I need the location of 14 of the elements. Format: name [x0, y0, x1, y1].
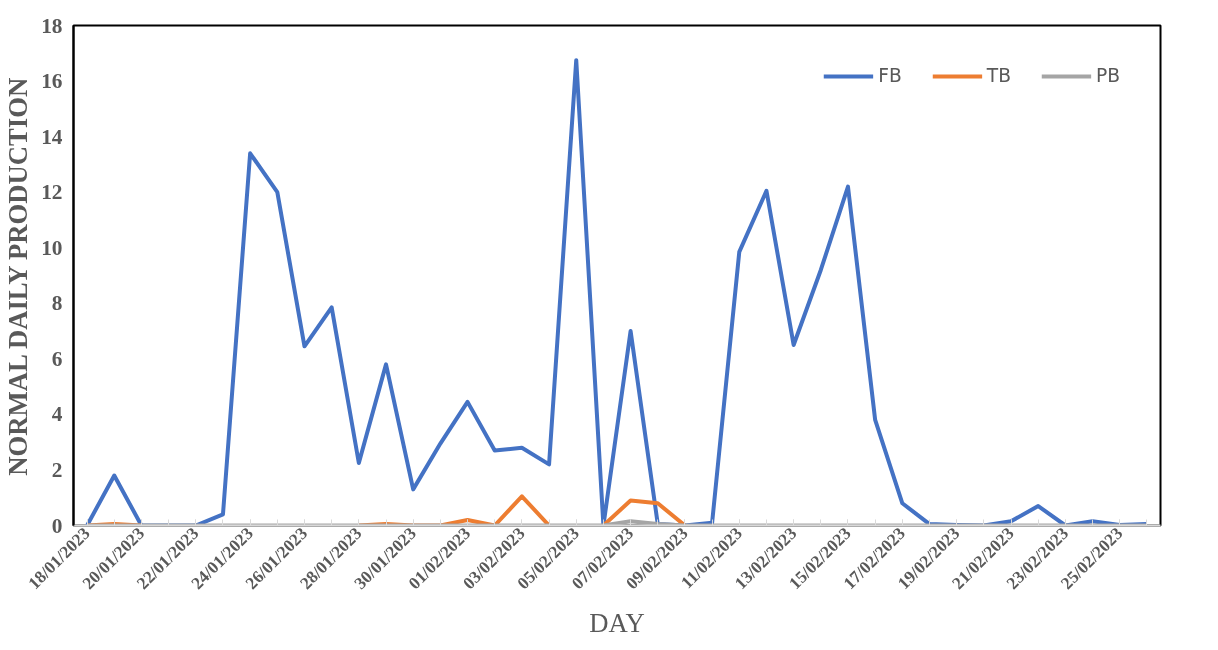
legend-label: TB: [986, 65, 1011, 86]
y-tick-label: 10: [41, 235, 63, 260]
x-axis-title: DAY: [589, 607, 645, 638]
legend-label: FB: [878, 65, 902, 86]
y-tick-label: 6: [51, 346, 63, 371]
y-tick-label: 18: [41, 13, 63, 38]
y-axis-title: NORMAL DAILY PRODUCTION: [3, 77, 34, 476]
legend-label: PB: [1095, 65, 1120, 86]
y-tick-label: 16: [41, 69, 63, 94]
y-tick-label: 2: [51, 457, 63, 482]
y-tick-label: 4: [51, 402, 63, 427]
y-tick-label: 8: [51, 291, 63, 316]
y-tick-label: 14: [41, 124, 63, 149]
y-tick-label: 12: [41, 180, 63, 205]
